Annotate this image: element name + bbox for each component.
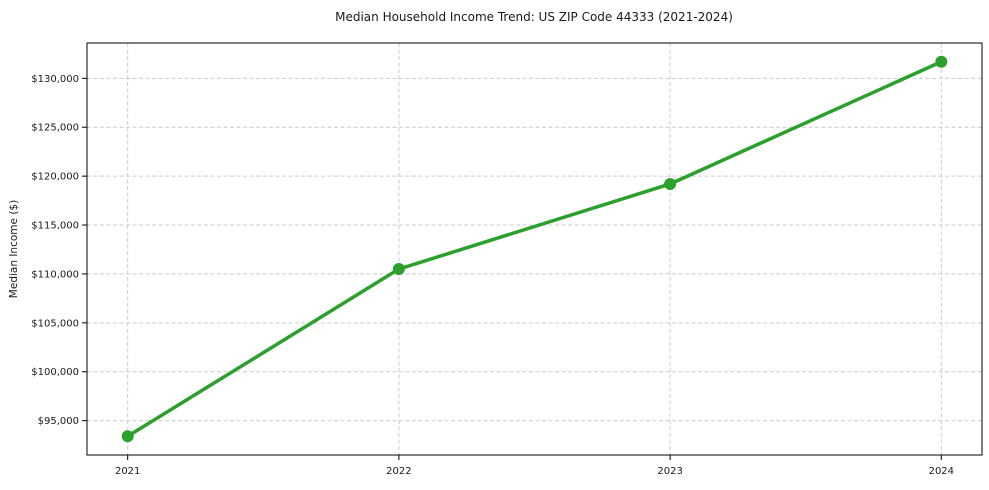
y-tick-label: $95,000 [38,416,79,427]
x-tick-label: 2022 [386,466,411,477]
y-tick-label: $130,000 [31,74,79,85]
data-point-marker [935,55,948,68]
y-tick-label: $110,000 [31,269,79,280]
x-tick-label: 2024 [929,466,954,477]
y-tick-label: $115,000 [31,221,79,232]
data-point-marker [121,430,134,443]
y-tick-label: $120,000 [31,172,79,183]
x-tick-label: 2023 [657,466,682,477]
y-tick-label: $105,000 [31,318,79,329]
y-axis-label: Median Income ($) [8,200,20,298]
trend-line [125,59,944,439]
y-tick-label: $100,000 [31,367,79,378]
y-tick-label: $125,000 [31,123,79,134]
chart-generated-layer: $95,000 $100,000 $105,000 $110,000 $115,000 $… [31,42,983,477]
x-tick-label: 2021 [115,466,140,477]
data-point-marker [664,177,677,190]
chart-title: Median Household Income Trend: US ZIP Co… [335,10,733,24]
plot-border [86,42,983,456]
data-point-marker [392,263,405,276]
